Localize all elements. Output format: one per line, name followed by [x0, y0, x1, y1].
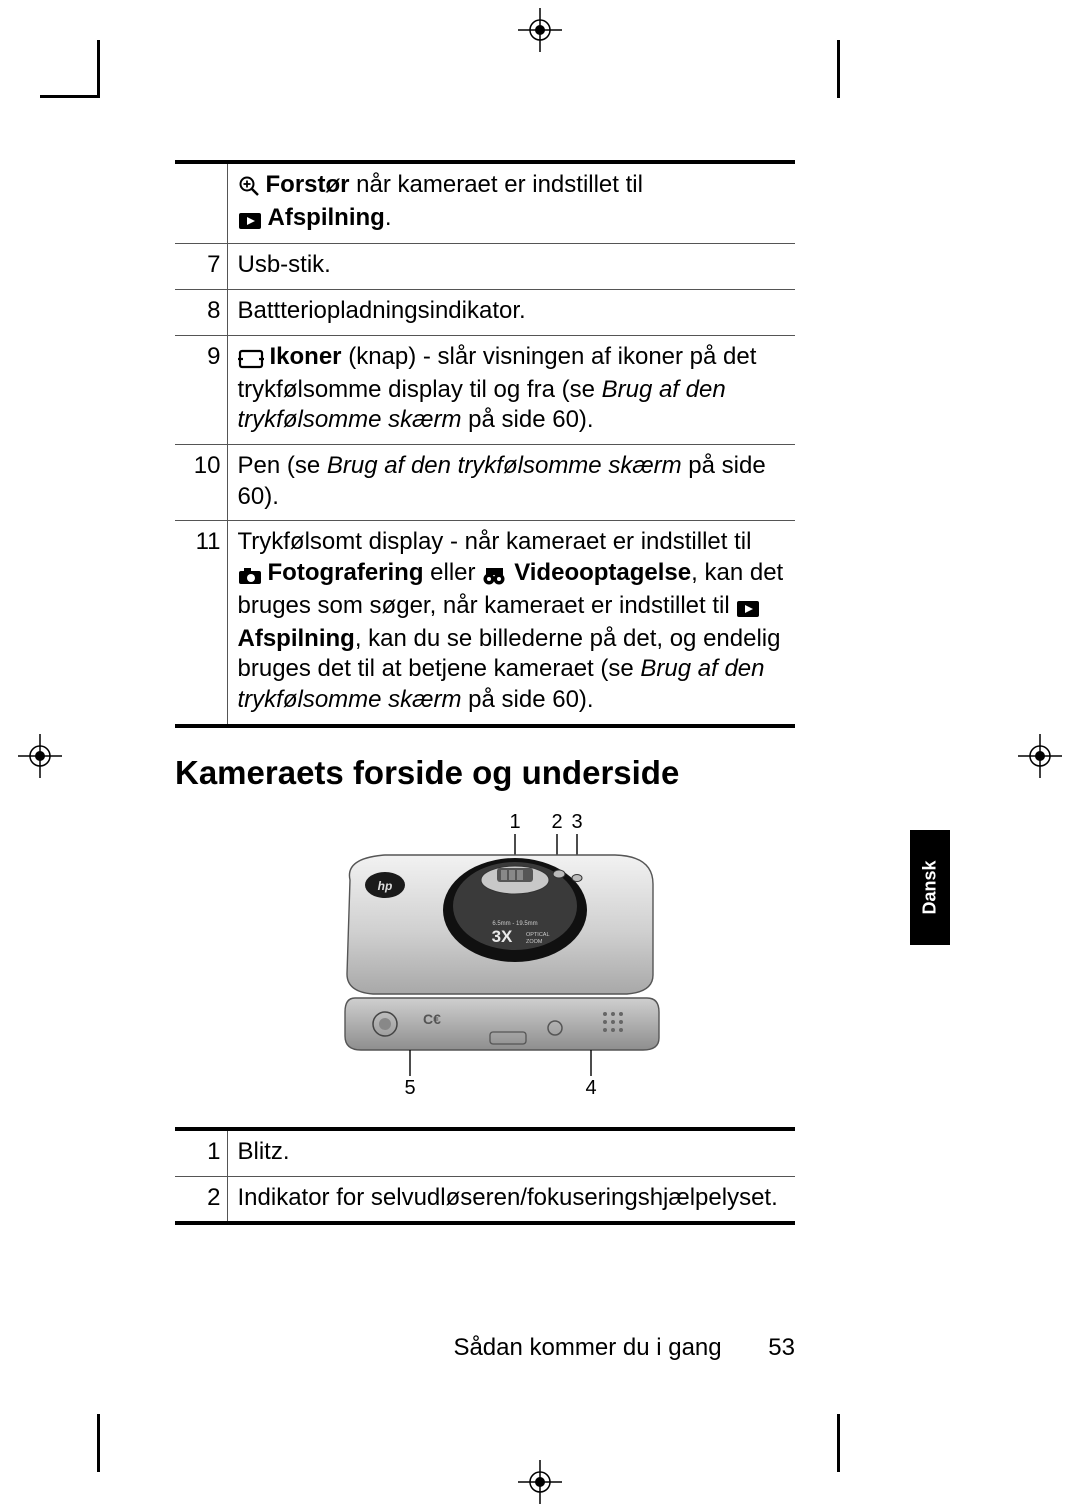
parts-table-back: Forstør når kameraet er indstillet til A…	[175, 160, 795, 728]
crop-mark	[97, 40, 100, 98]
svg-text:hp: hp	[378, 879, 393, 893]
crop-mark	[837, 40, 840, 98]
row-description: Trykfølsomt display - når kameraet er in…	[227, 521, 795, 726]
row-number: 8	[175, 290, 227, 336]
svg-text:5: 5	[404, 1077, 415, 1099]
svg-text:4: 4	[585, 1077, 596, 1099]
footer-section-title: Sådan kommer du i gang	[453, 1334, 721, 1361]
display-icons-icon	[238, 344, 266, 375]
registration-mark-icon	[518, 1460, 562, 1504]
svg-text:C€: C€	[423, 1011, 441, 1027]
row-description: Indikator for selvudløseren/fokuseringsh…	[227, 1176, 795, 1223]
svg-text:OPTICAL: OPTICAL	[526, 932, 550, 938]
row-number: 11	[175, 521, 227, 726]
svg-text:1: 1	[509, 811, 520, 833]
registration-mark-icon	[518, 8, 562, 52]
play-box-icon	[736, 593, 762, 624]
crop-mark	[837, 1414, 840, 1472]
table-row: 9Ikoner (knap) - slår visningen af ikone…	[175, 335, 795, 444]
row-number: 9	[175, 335, 227, 444]
row-description: Battteriopladningsindikator.	[227, 290, 795, 336]
svg-text:3: 3	[571, 811, 582, 833]
svg-text:ZOOM: ZOOM	[526, 939, 543, 945]
zoom-in-icon	[238, 172, 262, 203]
row-number: 7	[175, 244, 227, 290]
crop-mark	[97, 1414, 100, 1472]
crop-mark	[40, 95, 100, 98]
language-tab: Dansk	[910, 830, 950, 945]
registration-mark-icon	[1018, 734, 1062, 778]
row-description: Ikoner (knap) - slår visningen af ikoner…	[227, 335, 795, 444]
row-description: Blitz.	[227, 1129, 795, 1176]
row-description: Forstør når kameraet er indstillet til A…	[227, 162, 795, 244]
section-heading: Kameraets forside og underside	[175, 754, 795, 792]
row-number: 1	[175, 1129, 227, 1176]
row-number	[175, 162, 227, 244]
page-footer: Sådan kommer du i gang 53	[175, 1334, 795, 1362]
table-row: Forstør når kameraet er indstillet til A…	[175, 162, 795, 244]
page-number: 53	[768, 1334, 795, 1362]
row-description: Pen (se Brug af den trykfølsomme skærm p…	[227, 445, 795, 521]
camera-diagram: 1 2 3 hp	[175, 810, 795, 1105]
camera-icon	[238, 560, 264, 591]
table-row: 2Indikator for selvudløseren/fokuserings…	[175, 1176, 795, 1223]
table-row: 11Trykfølsomt display - når kameraet er …	[175, 521, 795, 726]
table-row: 8Battteriopladningsindikator.	[175, 290, 795, 336]
registration-mark-icon	[18, 734, 62, 778]
svg-text:2: 2	[551, 811, 562, 833]
page-content: Forstør når kameraet er indstillet til A…	[175, 160, 795, 1225]
svg-text:3X: 3X	[492, 927, 513, 946]
play-box-icon	[238, 205, 264, 236]
video-icon	[482, 560, 510, 591]
row-number: 2	[175, 1176, 227, 1223]
parts-table-front: 1Blitz.2Indikator for selvudløseren/foku…	[175, 1127, 795, 1225]
row-number: 10	[175, 445, 227, 521]
table-row: 10Pen (se Brug af den trykfølsomme skærm…	[175, 445, 795, 521]
table-row: 7Usb-stik.	[175, 244, 795, 290]
row-description: Usb-stik.	[227, 244, 795, 290]
table-row: 1Blitz.	[175, 1129, 795, 1176]
